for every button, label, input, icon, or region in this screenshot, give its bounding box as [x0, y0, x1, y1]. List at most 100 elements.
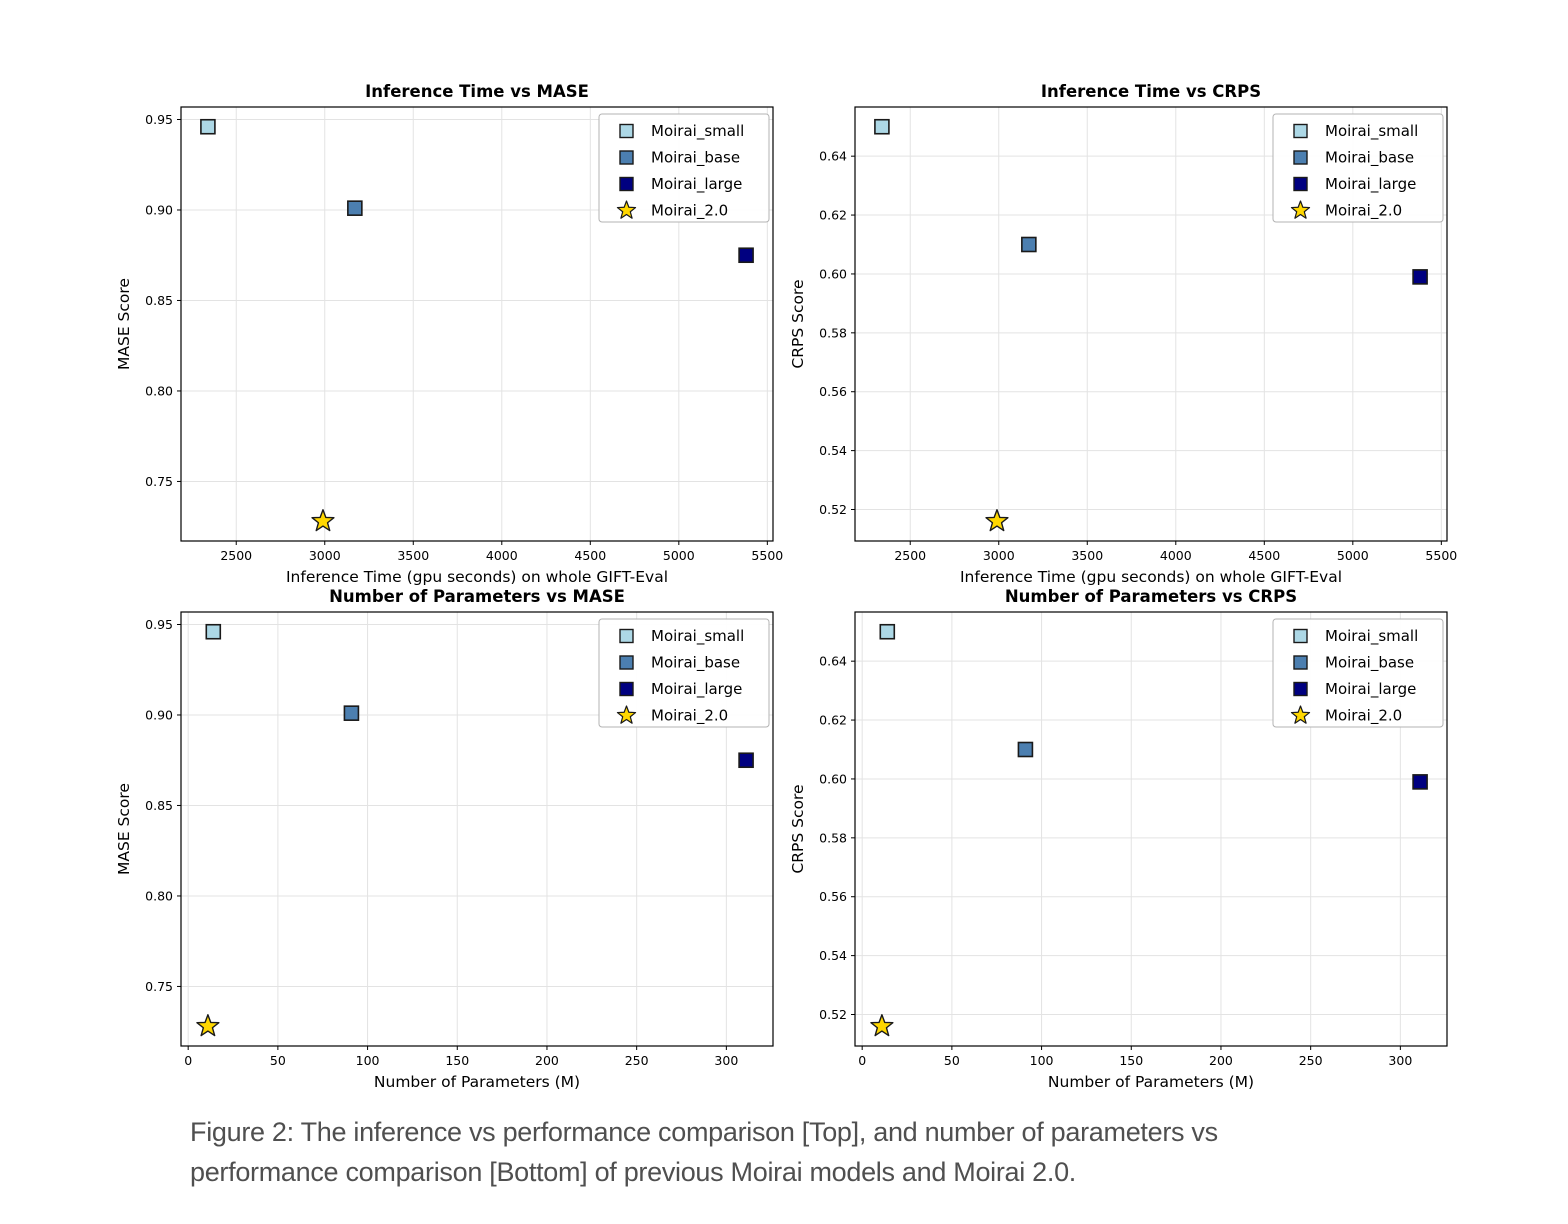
plot-frame — [180, 106, 774, 542]
data-point-Moirai_small — [879, 623, 896, 640]
y-tick-label: 0.64 — [819, 654, 847, 669]
figure-caption-line1: Figure 2: The inference vs performance c… — [190, 1117, 1218, 1147]
legend-marker-Moirai_base — [619, 150, 634, 165]
x-tick-label: 5500 — [1425, 548, 1457, 563]
y-tick-label: 0.95 — [145, 112, 173, 127]
y-tick-label: 0.64 — [819, 149, 847, 164]
y-tick-label: 0.60 — [819, 266, 847, 281]
legend-label-Moirai_2.0: Moirai_2.0 — [651, 707, 728, 726]
data-point-Moirai_2.0 — [196, 1014, 220, 1037]
legend-marker-Moirai_2.0 — [1290, 200, 1311, 219]
plot-frame — [854, 106, 1448, 542]
legend-label-Moirai_base: Moirai_base — [1325, 149, 1414, 168]
legend-label-Moirai_2.0: Moirai_2.0 — [1325, 202, 1402, 221]
figure-caption: Figure 2: The inference vs performance c… — [190, 1112, 1420, 1192]
x-axis-label: Number of Parameters (M) — [374, 1073, 580, 1091]
legend-label-Moirai_base: Moirai_base — [1325, 654, 1414, 673]
legend-marker-Moirai_base — [1293, 150, 1308, 165]
x-tick-label: 2500 — [220, 548, 252, 563]
legend-marker-Moirai_base — [619, 655, 634, 670]
y-tick-label: 0.58 — [819, 830, 847, 845]
y-tick-label: 0.62 — [819, 208, 847, 223]
x-tick-label: 0 — [184, 1053, 192, 1068]
x-tick-label: 4500 — [574, 548, 606, 563]
y-tick-label: 0.60 — [819, 771, 847, 786]
data-point-Moirai_large — [738, 247, 754, 264]
plot-title: Number of Parameters vs CRPS — [1005, 587, 1297, 606]
x-tick-label: 3000 — [309, 548, 341, 563]
x-tick-label: 3000 — [983, 548, 1015, 563]
legend-label-Moirai_large: Moirai_large — [651, 175, 742, 194]
x-tick-label: 100 — [356, 1053, 380, 1068]
x-tick-label: 4000 — [1160, 548, 1192, 563]
data-point-Moirai_2.0 — [985, 509, 1009, 532]
y-axis-label: MASE Score — [115, 783, 133, 875]
x-tick-label: 300 — [1388, 1053, 1412, 1068]
x-tick-label: 0 — [858, 1053, 866, 1068]
y-tick-label: 0.58 — [819, 325, 847, 340]
legend-marker-Moirai_2.0 — [1290, 705, 1311, 724]
data-point-Moirai_base — [343, 705, 360, 721]
plot-title: Inference Time vs CRPS — [1041, 82, 1261, 101]
x-tick-label: 5500 — [751, 548, 783, 563]
y-tick-label: 0.52 — [819, 1007, 847, 1022]
legend-marker-Moirai_small — [619, 628, 634, 644]
legend-label-Moirai_small: Moirai_small — [651, 627, 744, 646]
x-tick-label: 3500 — [1071, 548, 1103, 563]
y-tick-label: 0.75 — [145, 474, 173, 489]
x-tick-label: 100 — [1030, 1053, 1054, 1068]
data-point-Moirai_small — [874, 118, 890, 135]
data-point-Moirai_large — [1412, 774, 1428, 790]
data-point-Moirai_small — [200, 118, 216, 135]
y-tick-label: 0.54 — [819, 443, 847, 458]
x-tick-label: 4500 — [1248, 548, 1280, 563]
data-point-Moirai_base — [1017, 741, 1034, 758]
legend-box — [1272, 113, 1444, 223]
x-axis-label: Inference Time (gpu seconds) on whole GI… — [286, 568, 668, 586]
x-tick-label: 2500 — [894, 548, 926, 563]
x-tick-label: 150 — [1119, 1053, 1143, 1068]
legend-marker-Moirai_large — [619, 681, 634, 697]
legend-box — [1272, 618, 1444, 728]
legend-label-Moirai_2.0: Moirai_2.0 — [1325, 707, 1402, 726]
y-axis-label: MASE Score — [115, 278, 133, 370]
x-tick-label: 5000 — [663, 548, 695, 563]
x-tick-label: 50 — [270, 1053, 286, 1068]
y-tick-label: 0.62 — [819, 713, 847, 728]
plot-frame — [180, 611, 774, 1047]
legend-marker-Moirai_2.0 — [616, 200, 637, 219]
figure-caption-line2: performance comparison [Bottom] of previ… — [190, 1157, 1077, 1187]
x-tick-label: 250 — [1299, 1053, 1323, 1068]
y-tick-label: 0.54 — [819, 948, 847, 963]
y-tick-label: 0.90 — [145, 707, 173, 722]
legend-label-Moirai_large: Moirai_large — [1325, 175, 1416, 194]
y-tick-label: 0.80 — [145, 383, 173, 398]
legend-label-Moirai_base: Moirai_base — [651, 654, 740, 673]
legend-box — [598, 618, 770, 728]
legend-label-Moirai_small: Moirai_small — [651, 122, 744, 141]
x-axis-label: Inference Time (gpu seconds) on whole GI… — [960, 568, 1342, 586]
x-tick-label: 200 — [535, 1053, 559, 1068]
x-tick-label: 5000 — [1337, 548, 1369, 563]
y-tick-label: 0.75 — [145, 979, 173, 994]
legend-marker-Moirai_small — [1293, 123, 1308, 139]
legend-marker-Moirai_large — [1293, 681, 1308, 697]
legend-label-Moirai_large: Moirai_large — [651, 680, 742, 699]
data-point-Moirai_2.0 — [311, 509, 335, 532]
y-tick-label: 0.56 — [819, 384, 847, 399]
y-tick-label: 0.56 — [819, 889, 847, 904]
legend-marker-Moirai_2.0 — [616, 705, 637, 724]
legend-label-Moirai_large: Moirai_large — [1325, 680, 1416, 699]
legend-marker-Moirai_large — [619, 176, 634, 192]
x-tick-label: 300 — [714, 1053, 738, 1068]
legend-marker-Moirai_small — [619, 123, 634, 139]
data-point-Moirai_large — [738, 752, 754, 769]
plot-title: Number of Parameters vs MASE — [329, 587, 625, 606]
y-tick-label: 0.80 — [145, 888, 173, 903]
legend-marker-Moirai_large — [1293, 176, 1308, 192]
data-point-Moirai_small — [205, 623, 222, 640]
x-tick-label: 150 — [445, 1053, 469, 1068]
y-tick-label: 0.90 — [145, 202, 173, 217]
plot-frame — [854, 611, 1448, 1047]
